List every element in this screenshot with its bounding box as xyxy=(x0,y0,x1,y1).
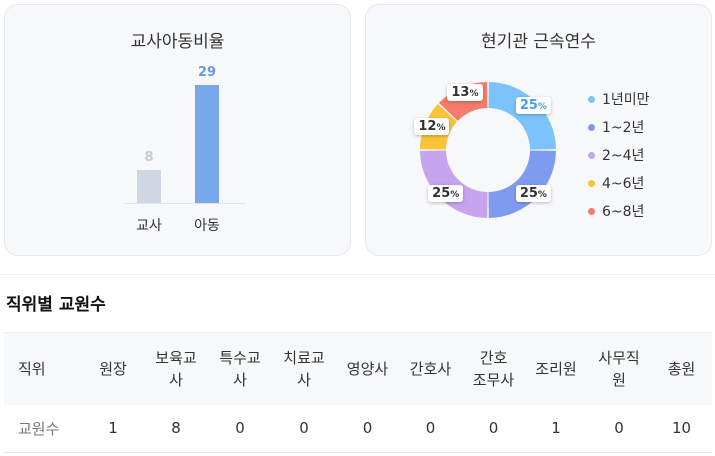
column-header: 치료교 사 xyxy=(272,332,336,405)
column-header: 간호 조무사 xyxy=(462,332,525,405)
donut-slice-label: 25% xyxy=(428,184,464,202)
table-cell: 1 xyxy=(82,404,144,453)
table-cell: 8 xyxy=(144,404,208,453)
column-header: 조리원 xyxy=(525,332,587,405)
bar-category-label: 아동 xyxy=(194,218,220,234)
donut-slice-label: 13% xyxy=(447,84,483,102)
legend-dot-icon xyxy=(588,151,595,159)
legend-dot-icon xyxy=(588,179,595,187)
bar-value-label: 29 xyxy=(197,65,217,80)
donut-slice-label: 12% xyxy=(414,118,450,136)
column-header: 사무직 원 xyxy=(587,332,651,405)
legend-item: 6~8년 xyxy=(588,197,650,225)
bar-baseline xyxy=(125,203,245,204)
ratio-card-title: 교사아동비율 xyxy=(130,32,225,52)
legend-item: 1~2년 xyxy=(588,113,650,141)
staff-table: 직위 원장 보육교 사 특수교 사 치료교 사 영양사 간호사 간호 조무사 조리원 사무직 원 총원 교원수… xyxy=(4,332,712,453)
table-cell: 0 xyxy=(399,404,462,453)
column-header: 원장 xyxy=(82,332,144,405)
table-cell: 0 xyxy=(272,404,336,453)
legend-dot-icon xyxy=(588,95,595,103)
donut-slice xyxy=(488,82,556,150)
table-cell: 0 xyxy=(587,404,651,453)
column-header-position: 직위 xyxy=(4,332,82,405)
column-header: 보육교 사 xyxy=(144,332,208,405)
table-cell: 0 xyxy=(462,404,525,453)
table-row: 교원수 1 8 0 0 0 0 0 1 0 10 xyxy=(4,404,712,453)
legend-label: 1년미만 xyxy=(602,92,650,108)
tenure-card-title: 현기관 근속연수 xyxy=(481,32,596,52)
legend-label: 4~6년 xyxy=(602,176,645,192)
legend-dot-icon xyxy=(588,207,595,215)
column-header: 영양사 xyxy=(336,332,399,405)
staff-section-title: 직위별 교원수 xyxy=(6,295,106,315)
donut-slice xyxy=(420,150,488,218)
section-divider xyxy=(0,274,715,275)
table-header-row: 직위 원장 보육교 사 특수교 사 치료교 사 영양사 간호사 간호 조무사 조리원 사무직 원 총원 xyxy=(4,332,712,405)
legend-item: 4~6년 xyxy=(588,169,650,197)
legend-label: 6~8년 xyxy=(602,204,645,220)
table-cell: 1 xyxy=(525,404,587,453)
table-cell: 10 xyxy=(651,404,712,453)
table-cell: 0 xyxy=(336,404,399,453)
legend-item: 2~4년 xyxy=(588,141,650,169)
donut-slice-label: 25% xyxy=(515,97,551,115)
column-header: 특수교 사 xyxy=(208,332,272,405)
row-label: 교원수 xyxy=(4,404,82,453)
table-cell: 0 xyxy=(208,404,272,453)
column-header: 총원 xyxy=(651,332,712,405)
bar-child xyxy=(195,85,219,203)
bar-category-label: 교사 xyxy=(136,218,162,234)
donut-slice-label: 25% xyxy=(515,184,551,202)
tenure-card: 현기관 근속연수 25% 25% 25% 12% 13% 1년미만 1~2년 2~4년 4~6… xyxy=(365,4,712,256)
legend-label: 2~4년 xyxy=(602,148,645,164)
teacher-child-ratio-card: 교사아동비율 8 교사 29 아동 xyxy=(4,4,351,256)
legend-item: 1년미만 xyxy=(588,85,650,113)
bar-teacher xyxy=(137,170,161,203)
legend-dot-icon xyxy=(588,123,595,131)
tenure-legend: 1년미만 1~2년 2~4년 4~6년 6~8년 xyxy=(588,85,650,225)
column-header: 간호사 xyxy=(399,332,462,405)
bar-value-label: 8 xyxy=(144,150,154,165)
legend-label: 1~2년 xyxy=(602,120,645,136)
donut-slice xyxy=(488,150,556,218)
